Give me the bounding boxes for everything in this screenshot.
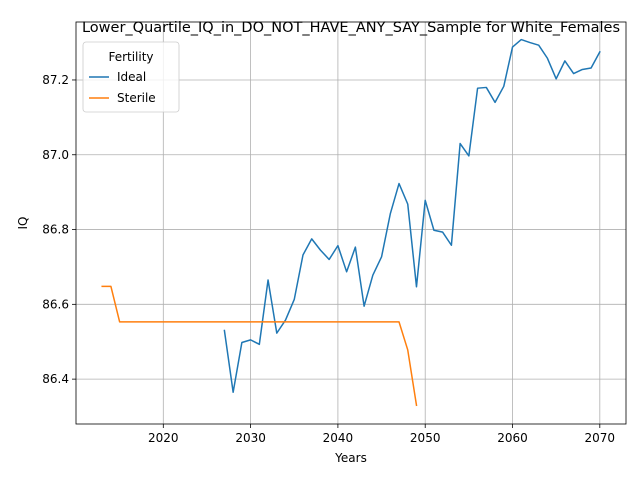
x-axis-label: Years xyxy=(334,451,367,465)
y-tick-label: 87.0 xyxy=(42,148,69,162)
y-tick-label: 87.2 xyxy=(42,73,69,87)
ticks: 2020 2030 2040 2050 2060 2070 86.4 86.6 86.8 87.0… xyxy=(42,73,615,445)
x-tick-label: 2060 xyxy=(497,431,528,445)
x-tick-label: 2040 xyxy=(323,431,354,445)
legend-box xyxy=(82,41,180,113)
series-line-sterile xyxy=(101,285,418,407)
x-tick-label: 2050 xyxy=(410,431,441,445)
y-tick-label: 86.4 xyxy=(42,372,69,386)
legend-label-ideal: Ideal xyxy=(117,70,146,84)
grid xyxy=(76,22,626,424)
y-tick-label: 86.8 xyxy=(42,223,69,237)
legend-label-sterile: Sterile xyxy=(117,91,156,105)
legend: Fertility Ideal Sterile xyxy=(82,41,180,113)
x-tick-label: 2020 xyxy=(148,431,179,445)
y-tick-label: 86.6 xyxy=(42,297,69,311)
legend-title: Fertility xyxy=(108,50,153,64)
legend-entries: Ideal Sterile xyxy=(89,70,156,105)
series-lines xyxy=(101,38,601,407)
x-tick-label: 2030 xyxy=(235,431,266,445)
series-line-ideal xyxy=(223,38,601,393)
y-axis-label: IQ xyxy=(16,217,30,230)
x-tick-label: 2070 xyxy=(585,431,616,445)
plot-frame xyxy=(75,21,627,425)
chart-title: Lower_Quartile_IQ_in_DO_NOT_HAVE_ANY_SAY… xyxy=(82,20,620,36)
